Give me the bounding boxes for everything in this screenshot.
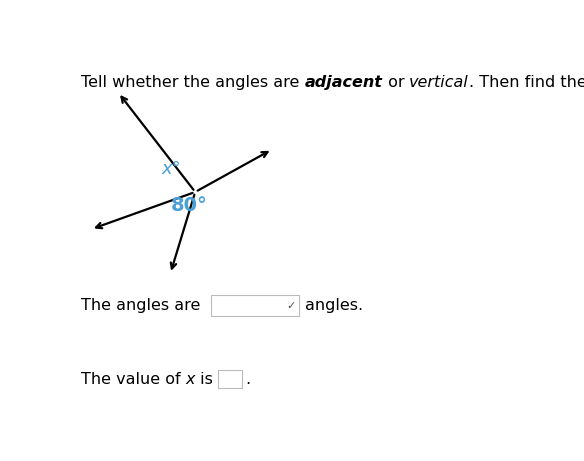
Text: is: is: [196, 372, 218, 387]
Text: 80°: 80°: [171, 195, 207, 214]
Text: adjacent: adjacent: [305, 75, 383, 90]
Text: The value of: The value of: [81, 372, 186, 387]
Text: x°: x°: [161, 160, 181, 178]
Text: vertical: vertical: [409, 75, 469, 90]
Text: ✓: ✓: [286, 301, 296, 311]
Text: x: x: [186, 372, 196, 387]
Text: The angles are: The angles are: [81, 298, 200, 313]
Text: angles.: angles.: [305, 298, 363, 313]
FancyBboxPatch shape: [211, 296, 299, 316]
Text: . Then find the value of: . Then find the value of: [469, 75, 584, 90]
Text: .: .: [245, 372, 251, 387]
Text: Tell whether the angles are: Tell whether the angles are: [81, 75, 305, 90]
FancyBboxPatch shape: [218, 370, 242, 388]
Text: or: or: [383, 75, 409, 90]
